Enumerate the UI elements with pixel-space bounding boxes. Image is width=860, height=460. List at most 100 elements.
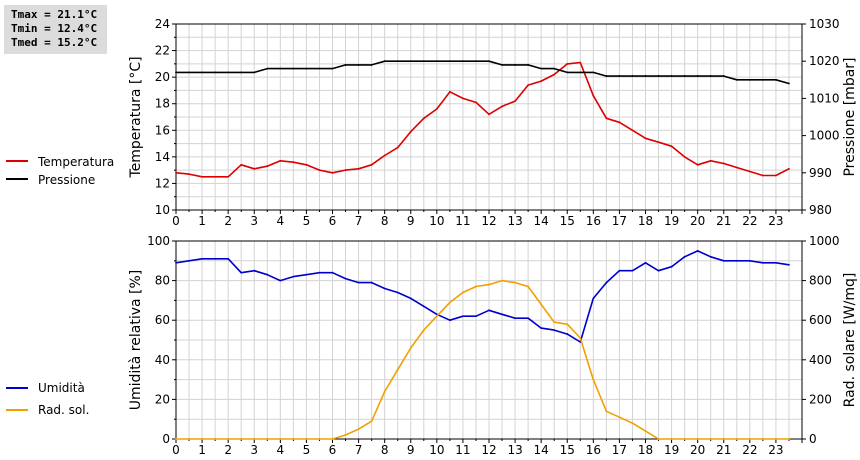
data-point bbox=[631, 129, 634, 132]
x-tick-label: 0 bbox=[172, 443, 180, 457]
data-point bbox=[683, 438, 686, 440]
data-point bbox=[396, 146, 399, 149]
data-point bbox=[305, 438, 308, 440]
x-tick-label: 2 bbox=[224, 214, 232, 228]
data-point bbox=[488, 60, 490, 63]
data-point bbox=[657, 438, 660, 440]
data-point bbox=[501, 279, 503, 282]
legend-label: Pressione bbox=[38, 173, 95, 187]
data-point bbox=[592, 378, 595, 381]
data-point bbox=[266, 67, 269, 70]
y-left-tick-label: 10 bbox=[155, 203, 170, 217]
y-right-tick-label: 400 bbox=[809, 353, 832, 367]
data-point bbox=[683, 255, 686, 258]
data-point bbox=[266, 273, 269, 276]
data-point bbox=[227, 438, 230, 440]
data-point bbox=[279, 67, 282, 70]
data-point bbox=[527, 84, 530, 87]
data-point bbox=[435, 315, 438, 318]
data-point bbox=[422, 60, 425, 63]
x-tick-label: 19 bbox=[664, 214, 679, 228]
x-tick-label: 21 bbox=[716, 214, 731, 228]
data-point bbox=[722, 259, 725, 262]
data-point bbox=[514, 317, 516, 320]
data-point bbox=[761, 438, 764, 440]
data-point bbox=[175, 438, 177, 440]
data-point bbox=[175, 261, 177, 264]
data-point bbox=[253, 438, 256, 440]
data-point bbox=[383, 154, 386, 157]
stats-box: Tmax = 21.1°C Tmin = 12.4°C Tmed = 15.2°… bbox=[4, 5, 107, 54]
y-left-tick-label: 20 bbox=[155, 392, 170, 406]
y-left-axis-label: Umidità relativa [%] bbox=[128, 270, 144, 411]
data-point bbox=[618, 121, 621, 124]
data-point bbox=[201, 175, 203, 178]
data-point bbox=[422, 117, 425, 120]
data-point bbox=[370, 420, 373, 423]
data-point bbox=[722, 438, 725, 440]
data-point bbox=[644, 75, 647, 77]
data-point bbox=[527, 64, 530, 66]
data-point bbox=[618, 416, 621, 419]
x-tick-label: 17 bbox=[612, 443, 627, 457]
y-left-tick-label: 20 bbox=[155, 70, 170, 84]
x-tick-label: 11 bbox=[455, 214, 470, 228]
data-point bbox=[670, 265, 673, 268]
data-point bbox=[305, 67, 308, 70]
y-right-tick-label: 980 bbox=[809, 203, 832, 217]
y-right-axis-label: Rad. solare [W/mq] bbox=[842, 273, 858, 408]
data-point bbox=[331, 438, 334, 440]
data-point bbox=[227, 175, 230, 178]
data-point bbox=[475, 315, 477, 318]
stat-tmin: Tmin = 12.4°C bbox=[11, 22, 98, 35]
data-point bbox=[540, 327, 543, 330]
stat-tmax: Tmax = 21.1°C bbox=[11, 8, 98, 21]
y-right-tick-label: 1000 bbox=[809, 234, 840, 248]
data-point bbox=[396, 60, 399, 63]
data-point bbox=[670, 145, 673, 148]
data-point bbox=[631, 75, 634, 77]
y-right-tick-label: 0 bbox=[809, 432, 817, 446]
x-tick-label: 11 bbox=[455, 443, 470, 457]
data-point bbox=[527, 317, 530, 320]
data-point bbox=[553, 321, 556, 324]
series-line-umidit bbox=[175, 250, 790, 343]
data-point bbox=[488, 283, 490, 286]
data-point bbox=[566, 62, 569, 65]
data-point bbox=[501, 313, 503, 316]
data-point bbox=[344, 169, 347, 172]
legend-label: Temperatura bbox=[37, 155, 114, 169]
data-point bbox=[214, 257, 217, 260]
data-point bbox=[735, 438, 738, 440]
data-point bbox=[305, 163, 308, 166]
data-point bbox=[292, 161, 295, 164]
data-point bbox=[501, 64, 503, 66]
x-tick-label: 10 bbox=[429, 214, 444, 228]
data-point bbox=[657, 141, 660, 144]
x-tick-label: 14 bbox=[534, 214, 549, 228]
x-tick-label: 13 bbox=[507, 443, 522, 457]
x-tick-label: 6 bbox=[329, 443, 337, 457]
data-point bbox=[305, 273, 308, 276]
x-tick-label: 8 bbox=[381, 214, 389, 228]
y-right-axis-label: Pressione [mbar] bbox=[842, 57, 858, 176]
x-tick-label: 4 bbox=[277, 214, 285, 228]
data-point bbox=[514, 281, 516, 284]
data-point bbox=[735, 259, 738, 262]
data-point bbox=[357, 167, 360, 170]
data-point bbox=[657, 269, 660, 272]
y-right-tick-label: 800 bbox=[809, 274, 832, 288]
data-point bbox=[227, 257, 230, 260]
data-point bbox=[253, 269, 256, 272]
y-left-tick-label: 0 bbox=[162, 432, 170, 446]
data-point bbox=[592, 297, 595, 300]
x-tick-label: 23 bbox=[768, 214, 783, 228]
y-right-tick-label: 600 bbox=[809, 313, 832, 327]
data-point bbox=[618, 269, 621, 272]
data-point bbox=[396, 291, 399, 294]
data-point bbox=[775, 78, 777, 81]
data-point bbox=[514, 64, 516, 66]
data-point bbox=[409, 297, 412, 300]
data-point bbox=[266, 438, 269, 440]
